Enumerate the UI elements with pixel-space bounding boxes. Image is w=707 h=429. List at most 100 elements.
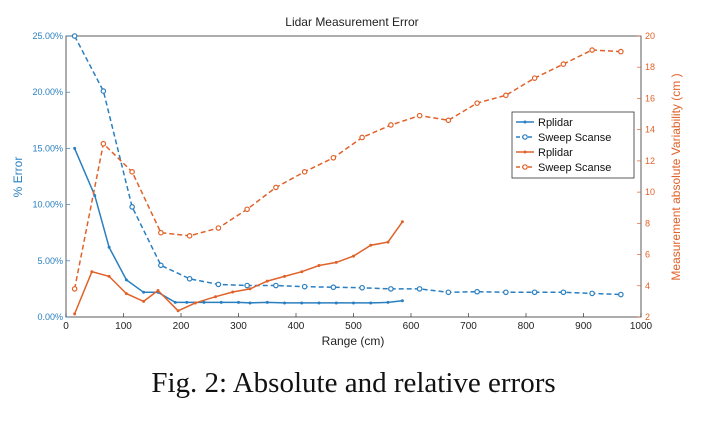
- series-point-2: [73, 312, 77, 316]
- series-point-2: [334, 260, 338, 264]
- series-point-1: [416, 286, 423, 292]
- series-point-1: [330, 284, 337, 291]
- x-tick-label: 700: [460, 321, 477, 332]
- series-point-3: [560, 61, 567, 67]
- series-point-0: [369, 301, 373, 305]
- legend-marker: [522, 134, 528, 140]
- series-point-0: [107, 245, 111, 249]
- x-axis-label: Range (cm): [322, 334, 385, 348]
- series-point-2: [156, 288, 160, 292]
- series-point-1: [273, 282, 279, 289]
- series-point-3: [618, 48, 624, 55]
- series-point-2: [193, 301, 197, 305]
- series-point-0: [124, 278, 128, 282]
- x-tick-label: 1000: [630, 321, 653, 332]
- series-point-0: [400, 299, 404, 303]
- series-point-0: [248, 301, 252, 305]
- x-tick-label: 600: [403, 321, 420, 332]
- left-tick-label: 0.00%: [37, 312, 63, 322]
- series-point-3: [100, 140, 107, 147]
- right-tick-label: 16: [645, 93, 655, 103]
- series-point-1: [474, 288, 480, 295]
- series-point-3: [503, 92, 509, 99]
- legend-marker: [523, 120, 527, 124]
- series-point-1: [158, 262, 164, 269]
- series-point-3: [186, 233, 193, 239]
- right-axis-label: Measurement absolute Variability (cm ): [669, 73, 683, 280]
- series-point-2: [283, 274, 286, 278]
- series-point-3: [129, 169, 135, 175]
- x-tick-label: 300: [230, 321, 247, 332]
- x-tick-label: 200: [173, 321, 190, 332]
- series-point-3: [273, 184, 279, 191]
- chart: Lidar Measurement Error 0.00% 5.00% 10.00%…: [11, 15, 683, 348]
- right-tick-label: 6: [645, 250, 650, 260]
- right-tick-label: 8: [645, 218, 650, 228]
- series-point-1: [186, 275, 193, 282]
- left-axis-label: % Error: [11, 157, 25, 198]
- series-point-0: [334, 301, 338, 305]
- series-point-1: [560, 289, 567, 296]
- series-point-3: [445, 117, 452, 124]
- series-point-2: [90, 270, 94, 274]
- series-point-3: [388, 122, 394, 128]
- left-axis-ticks: 0.00% 5.00% 10.00% 15.00% 20.00% 25.00%: [32, 31, 70, 322]
- series-point-3: [301, 169, 308, 175]
- x-tick-label: 400: [288, 321, 305, 332]
- series-point-3: [158, 229, 164, 236]
- series-line-1: [73, 35, 621, 296]
- right-tick-label: 4: [645, 281, 650, 291]
- series-point-2: [248, 287, 252, 291]
- series-point-0: [237, 300, 240, 304]
- series-point-3: [416, 112, 423, 119]
- legend: Rplidar Sweep Scanse Rplidar Sweep Scanse: [511, 111, 635, 179]
- series-point-0: [185, 300, 189, 304]
- right-tick-label: 20: [645, 31, 655, 41]
- series-point-3: [215, 225, 222, 231]
- series-point-0: [73, 146, 77, 150]
- series-point-3: [589, 47, 595, 53]
- x-axis-ticks: 0 100 200 300 400 500 600 700 800 900 1000: [63, 313, 653, 332]
- x-tick-label: 900: [575, 321, 592, 332]
- series-point-1: [244, 282, 250, 289]
- right-tick-label: 10: [645, 187, 655, 197]
- right-tick-label: 12: [645, 156, 655, 166]
- series-point-2: [142, 299, 146, 303]
- legend-marker: [522, 164, 528, 170]
- legend-entry: Sweep Scanse: [538, 162, 611, 174]
- series-point-1: [100, 88, 107, 94]
- series-point-1: [301, 283, 308, 290]
- series-point-2: [265, 279, 269, 283]
- figure-caption: Fig. 2: Absolute and relative errors: [151, 367, 556, 399]
- legend-marker: [523, 150, 527, 154]
- series-point-0: [173, 300, 177, 304]
- series-point-2: [369, 243, 373, 247]
- left-tick-label: 20.00%: [32, 87, 63, 97]
- series-point-3: [244, 206, 250, 213]
- series-point-0: [142, 290, 146, 294]
- series-point-2: [317, 263, 321, 267]
- right-tick-label: 2: [645, 312, 650, 322]
- series-point-0: [386, 300, 390, 304]
- x-tick-label: 0: [63, 321, 69, 332]
- chart-title: Lidar Measurement Error: [285, 15, 418, 29]
- series-point-2: [400, 220, 404, 224]
- series-point-2: [231, 290, 235, 294]
- series-point-2: [124, 292, 128, 296]
- series-line-3: [73, 49, 621, 290]
- right-tick-label: 14: [645, 125, 655, 135]
- legend-box: [511, 111, 635, 179]
- series-point-0: [300, 301, 304, 305]
- series-point-2: [300, 270, 304, 274]
- series-point-0: [202, 300, 206, 304]
- legend-entry: Rplidar: [538, 117, 573, 129]
- left-tick-label: 15.00%: [32, 143, 63, 153]
- series-point-2: [386, 240, 390, 244]
- series-point-2: [176, 309, 180, 313]
- series-point-2: [107, 274, 111, 278]
- series-point-1: [215, 281, 222, 288]
- series-point-1: [359, 284, 365, 291]
- series-point-3: [71, 286, 78, 292]
- series-point-3: [474, 100, 480, 106]
- series-point-3: [531, 75, 538, 81]
